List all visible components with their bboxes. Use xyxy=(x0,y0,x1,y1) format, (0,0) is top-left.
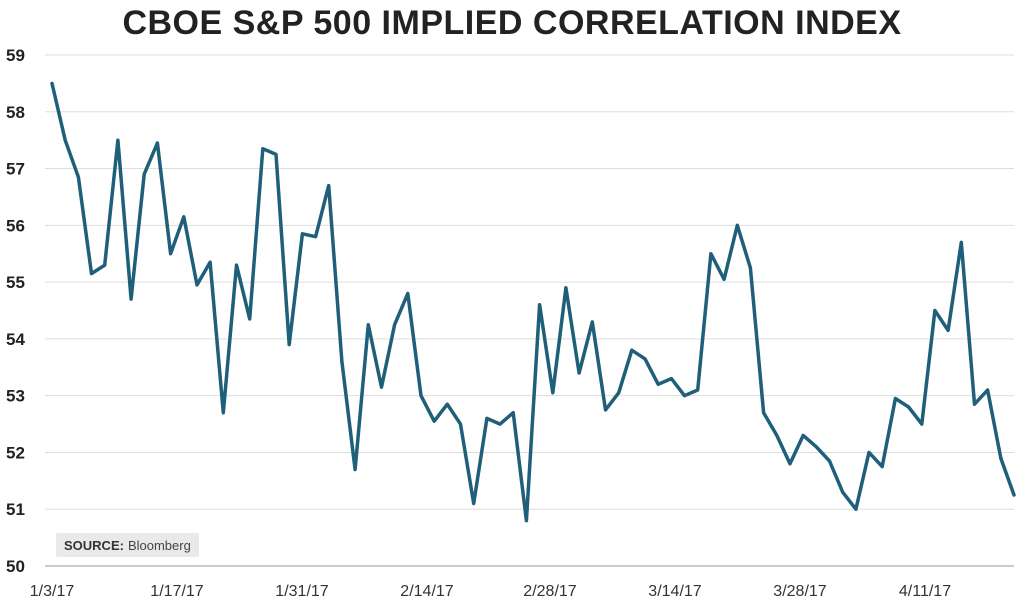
x-tick-label: 3/14/17 xyxy=(648,583,701,600)
source-value: Bloomberg xyxy=(127,537,191,553)
y-tick-label: 50 xyxy=(6,557,25,576)
y-tick-label: 53 xyxy=(6,387,25,406)
series-line xyxy=(50,81,1016,523)
x-tick-label: 2/14/17 xyxy=(400,583,453,600)
y-tick-label: 59 xyxy=(6,46,25,65)
source-note: SOURCE: Bloomberg xyxy=(56,533,199,557)
x-tick-label: 1/31/17 xyxy=(275,583,328,600)
x-tick-label: 1/17/17 xyxy=(150,583,203,600)
y-tick-label: 52 xyxy=(6,443,25,462)
y-tick-label: 51 xyxy=(6,500,25,519)
x-tick-label: 3/28/17 xyxy=(773,583,826,600)
x-tick-label: 1/3/17 xyxy=(30,583,75,600)
y-tick-label: 57 xyxy=(6,160,25,179)
y-tick-label: 56 xyxy=(6,216,25,235)
x-tick-label: 2/28/17 xyxy=(523,583,576,600)
y-tick-label: 54 xyxy=(6,330,25,349)
x-tick-label: 4/11/17 xyxy=(899,583,951,600)
y-tick-label: 55 xyxy=(6,273,25,292)
source-label: SOURCE: xyxy=(64,537,124,553)
y-tick-label: 58 xyxy=(6,103,25,122)
chart-title: CBOE S&P 500 IMPLIED CORRELATION INDEX xyxy=(122,4,902,42)
